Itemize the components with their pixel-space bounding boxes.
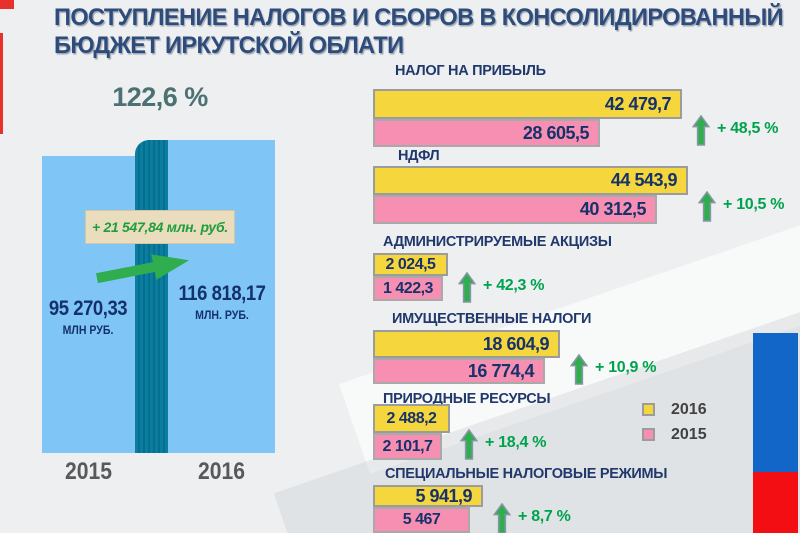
- bar-2016-value: 44 543,9: [610, 170, 678, 190]
- slide-title: ПОСТУПЛЕНИЕ НАЛОГОВ И СБОРОВ В КОНСОЛИДИ…: [54, 4, 784, 60]
- total-bar-divider-stripe: [135, 140, 168, 453]
- growth-percent-label: + 18,4 %: [485, 434, 547, 451]
- legend-label-2015: 2015: [671, 426, 707, 443]
- bar-2016-value: 2 024,5: [385, 255, 436, 273]
- bar-2015-value: 2 101,7: [382, 437, 433, 455]
- legend-swatch-2015: [642, 428, 655, 441]
- total-value-2016-number: 116 818,17: [178, 282, 266, 305]
- growth-up-arrow-icon: [691, 114, 711, 146]
- bar-2015-value: 5 467: [402, 511, 441, 528]
- bar-2016-value: 5 941,9: [415, 485, 472, 506]
- axis-label-2016: 2016: [198, 458, 245, 485]
- total-growth-percent: 122,6 %: [112, 82, 208, 112]
- growth-up-arrow-icon: [697, 190, 717, 222]
- bar-2016: 42 479,7: [373, 89, 682, 119]
- category-label: НАЛОГ НА ПРИБЫЛЬ: [395, 63, 546, 79]
- bar-2016: 2 024,5: [373, 253, 448, 276]
- bar-2015: 1 422,3: [373, 276, 443, 301]
- category-label: ПРИРОДНЫЕ РЕСУРСЫ: [383, 391, 551, 407]
- growth-percent-label: + 10,5 %: [723, 196, 785, 213]
- growth-up-arrow-icon: [457, 271, 477, 303]
- total-value-2016-unit: МЛН. РУБ.: [195, 308, 249, 322]
- category-label: НДФЛ: [398, 148, 440, 164]
- total-bar-2015: [42, 156, 135, 453]
- bar-2015: 28 605,5: [373, 119, 600, 147]
- growth-up-arrow-icon: [569, 353, 589, 385]
- total-value-2015-number: 95 270,33: [48, 297, 128, 320]
- total-value-2016: 116 818,17 МЛН. РУБ.: [165, 282, 279, 322]
- bar-2016-value: 42 479,7: [604, 93, 672, 114]
- legend-label-2016: 2016: [671, 401, 707, 418]
- left-red-line: [0, 33, 3, 134]
- bar-2015: 5 467: [373, 507, 470, 533]
- flag-red-block: [753, 472, 798, 533]
- slide-title-line2: БЮДЖЕТ ИРКУТСКОЙ ОБЛАТИ: [54, 32, 404, 59]
- bar-2015: 16 774,4: [373, 358, 545, 384]
- delta-callout-text: + 21 547,84 млн. руб.: [92, 219, 228, 235]
- growth-up-arrow-icon: [459, 428, 479, 460]
- corner-red-block: [0, 0, 14, 9]
- axis-label-2015: 2015: [65, 458, 112, 485]
- bar-2016: 2 488,2: [373, 404, 450, 433]
- bar-2016-value: 18 604,9: [482, 333, 550, 354]
- category-label: ИМУЩЕСТВЕННЫЕ НАЛОГИ: [392, 311, 592, 327]
- bar-2016: 18 604,9: [373, 330, 560, 358]
- bar-2015-value: 1 422,3: [383, 279, 433, 297]
- legend-swatch-2016: [642, 403, 655, 416]
- flag-blue-block: [753, 333, 798, 472]
- growth-percent-label: + 10,9 %: [595, 359, 657, 376]
- bar-2015-value: 40 312,5: [579, 199, 647, 219]
- growth-arrow-icon: [95, 254, 190, 284]
- growth-percent-label: + 48,5 %: [717, 120, 779, 137]
- bar-2015: 2 101,7: [373, 433, 442, 460]
- category-label: СПЕЦИАЛЬНЫЕ НАЛОГОВЫЕ РЕЖИМЫ: [385, 466, 668, 482]
- bar-2015-value: 16 774,4: [467, 360, 535, 381]
- growth-percent-label: + 42,3 %: [483, 277, 545, 294]
- total-bar-2016: [168, 140, 275, 453]
- bar-2016-value: 2 488,2: [386, 409, 437, 427]
- bar-2015-value: 28 605,5: [522, 122, 590, 143]
- delta-callout: + 21 547,84 млн. руб.: [85, 210, 235, 244]
- bar-2016: 44 543,9: [373, 166, 688, 195]
- growth-up-arrow-icon: [492, 502, 512, 533]
- total-value-2015-unit: МЛН РУБ.: [62, 323, 114, 337]
- slide-title-line1: ПОСТУПЛЕНИЕ НАЛОГОВ И СБОРОВ В КОНСОЛИДИ…: [54, 4, 784, 31]
- growth-percent-label: + 8,7 %: [518, 508, 571, 525]
- bar-2016: 5 941,9: [373, 485, 483, 507]
- bar-2015: 40 312,5: [373, 195, 657, 224]
- total-value-2015: 95 270,33 МЛН РУБ.: [31, 297, 145, 337]
- category-label: АДМИНИСТРИРУЕМЫЕ АКЦИЗЫ: [383, 234, 612, 250]
